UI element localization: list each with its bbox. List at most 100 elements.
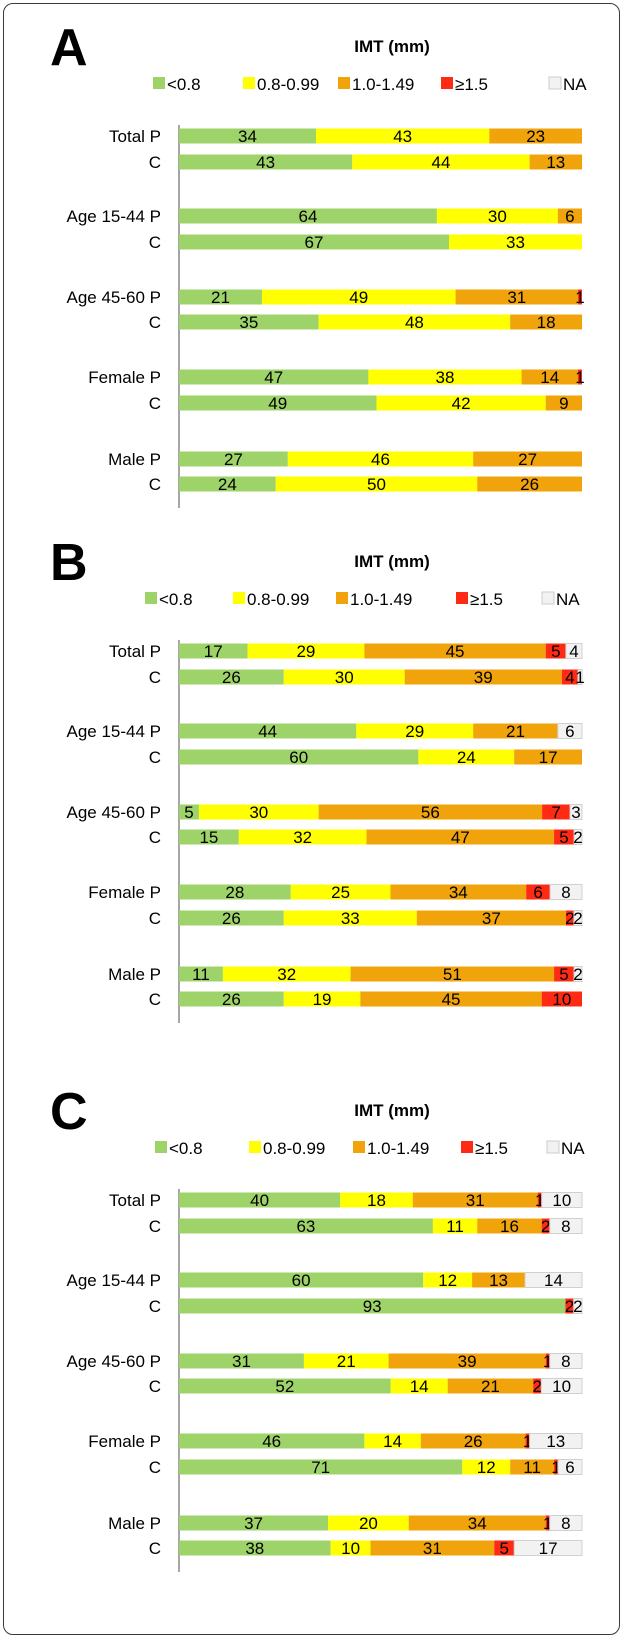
bar-value-label: 50 [367,475,386,494]
bar-segment-na [541,1192,583,1208]
legend-entry-ge1-5: ≥1.5 [475,1139,508,1158]
legend-entry-ge1-5: ≥1.5 [470,590,503,609]
bar-segment-lt0-8 [179,1218,433,1234]
bar-value-label: 37 [482,909,501,928]
bar-segment-1-0-1-49 [364,643,546,659]
bar-value-label: 8 [561,1514,570,1533]
bar-segment-1-0-1-49 [489,128,582,144]
bar-segment-lt0-8 [179,154,353,170]
row-label: Age 15-44 P [66,1271,161,1290]
panel-a: A IMT (mm) <0.8 0.8-0.99 1.0-1.49 ≥1.5 NA Total… [50,19,587,508]
bar-value-label: 21 [337,1352,356,1371]
row-label: C [149,748,161,767]
bar-value-label: 5 [551,642,560,661]
bar-value-label: 17 [539,1539,558,1558]
bar-value-label: 16 [500,1217,519,1236]
bar-segment-na [565,643,583,659]
bar-value-label: 20 [359,1514,378,1533]
bar-segment-na [569,804,583,820]
bar-value-label: 21 [506,722,525,741]
bar-segment-ge1-5 [554,966,575,982]
bar-value-label: 44 [431,153,450,172]
bar-segment-1-0-1-49 [350,966,555,982]
bar-value-label: 31 [507,288,526,307]
bar-value-label: 29 [296,642,315,661]
bar-value-label: 49 [268,394,287,413]
bar-segment-1-0-1-49 [388,1353,546,1369]
bar-segment-1-0-1-49 [370,1540,495,1556]
bar-value-label: 6 [533,883,542,902]
row-label: C [149,394,161,413]
bar-value-label: 21 [211,288,230,307]
legend-entry-0-8-0-99: 0.8-0.99 [247,590,309,609]
bar-segment-1-0-1-49 [416,910,566,926]
bar-value-label: 13 [489,1271,508,1290]
bar-segment-lt0-8 [179,723,357,739]
bar-value-label: 8 [561,1217,570,1236]
bar-segment-na [529,1433,583,1449]
bar-value-label: 5 [499,1539,508,1558]
bar-value-label: 17 [539,748,558,767]
row-label: Female P [88,1432,161,1451]
legend-entry-1-0-1-49: 1.0-1.49 [352,75,414,94]
bar-segment-lt0-8 [179,1378,391,1394]
bar-segment-1-0-1-49 [545,395,582,411]
bar-segment-lt0-8 [179,314,319,330]
legend-swatch-ge1-5 [461,1141,473,1153]
bar-value-label: 47 [451,828,470,847]
bar-value-label: 1 [543,1352,552,1371]
bar-segment-lt0-8 [179,289,262,305]
bar-segment-0-8-0-99 [287,451,474,467]
bar-value-label: 52 [275,1377,294,1396]
row-label: Age 15-44 P [66,722,161,741]
bar-segment-0-8-0-99 [290,884,391,900]
bar-value-label: 26 [222,909,241,928]
bar-value-label: 39 [474,668,493,687]
bar-value-label: 13 [546,153,565,172]
bar-segment-0-8-0-99 [364,1433,421,1449]
row-label: Male P [108,1514,161,1533]
bar-value-label: 7 [551,803,560,822]
row-label: C [149,668,161,687]
bar-value-label: 43 [256,153,275,172]
bar-segment-1-0-1-49 [510,1459,555,1475]
bar-value-label: 31 [232,1352,251,1371]
bar-value-label: 30 [249,803,268,822]
bar-segment-1-0-1-49 [412,1192,538,1208]
bar-segment-ge1-5 [554,829,575,845]
bar-value-label: 18 [537,313,556,332]
bar-value-label: 15 [199,828,218,847]
bar-segment-0-8-0-99 [423,1272,473,1288]
bar-segment-0-8-0-99 [283,910,417,926]
bar-value-label: 1 [543,1514,552,1533]
row-label: Age 45-60 P [66,1352,161,1371]
bar-value-label: 2 [532,1377,541,1396]
bar-segment-1-0-1-49 [404,669,562,685]
bar-value-label: 30 [335,668,354,687]
bar-segment-lt0-8 [179,669,284,685]
bar-segment-lt0-8 [179,1298,566,1314]
bar-segment-na [549,1218,583,1234]
bar-value-label: 13 [546,1432,565,1451]
bar-value-label: 37 [244,1514,263,1533]
legend-swatch-lt0-8 [153,77,165,89]
row-label: C [149,909,161,928]
bar-segment-lt0-8 [179,1192,341,1208]
bar-value-label: 1 [535,1191,544,1210]
bar-segment-na [524,1272,583,1288]
legend-swatch-0-8-0-99 [243,77,255,89]
bar-segment-1-0-1-49 [557,208,582,224]
bar-segment-ge1-5 [545,643,566,659]
row-label: C [149,1217,161,1236]
bar-value-label: 67 [305,233,324,252]
bar-value-label: 12 [477,1458,496,1477]
bar-value-label: 63 [296,1217,315,1236]
bar-segment-ge1-5 [494,1540,515,1556]
bar-segment-1-0-1-49 [529,154,582,170]
bar-value-label: 2 [565,1297,574,1316]
bar-segment-na [540,1378,583,1394]
bar-segment-na [573,1298,583,1314]
bar-segment-0-8-0-99 [368,369,522,385]
bar-value-label: 27 [224,450,243,469]
bar-segment-1-0-1-49 [447,1378,534,1394]
